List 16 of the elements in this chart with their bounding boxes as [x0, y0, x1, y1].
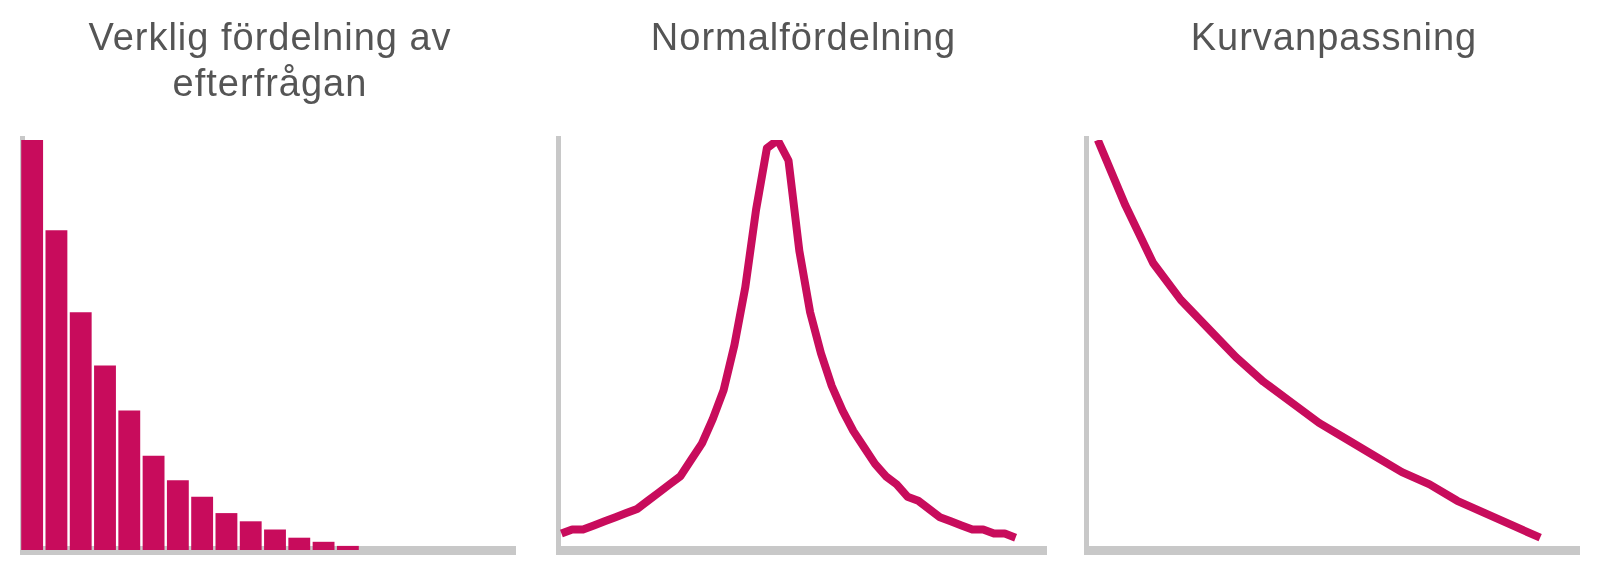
bar: [45, 230, 68, 550]
bar: [69, 312, 92, 550]
bar: [118, 410, 141, 550]
bar: [264, 529, 286, 550]
bar: [239, 521, 262, 550]
chart-title: Kurvanpassning: [1189, 15, 1479, 60]
chart-title: Normalfördelning: [649, 15, 958, 60]
chart-title: Verklig fördelning av efterfrågan: [87, 15, 453, 106]
bar: [142, 455, 165, 550]
bar: [166, 480, 189, 550]
bar: [215, 513, 238, 550]
bar: [312, 541, 335, 550]
bar: [94, 365, 116, 550]
bar: [288, 537, 311, 550]
bar: [191, 496, 214, 550]
bar: [336, 545, 359, 550]
